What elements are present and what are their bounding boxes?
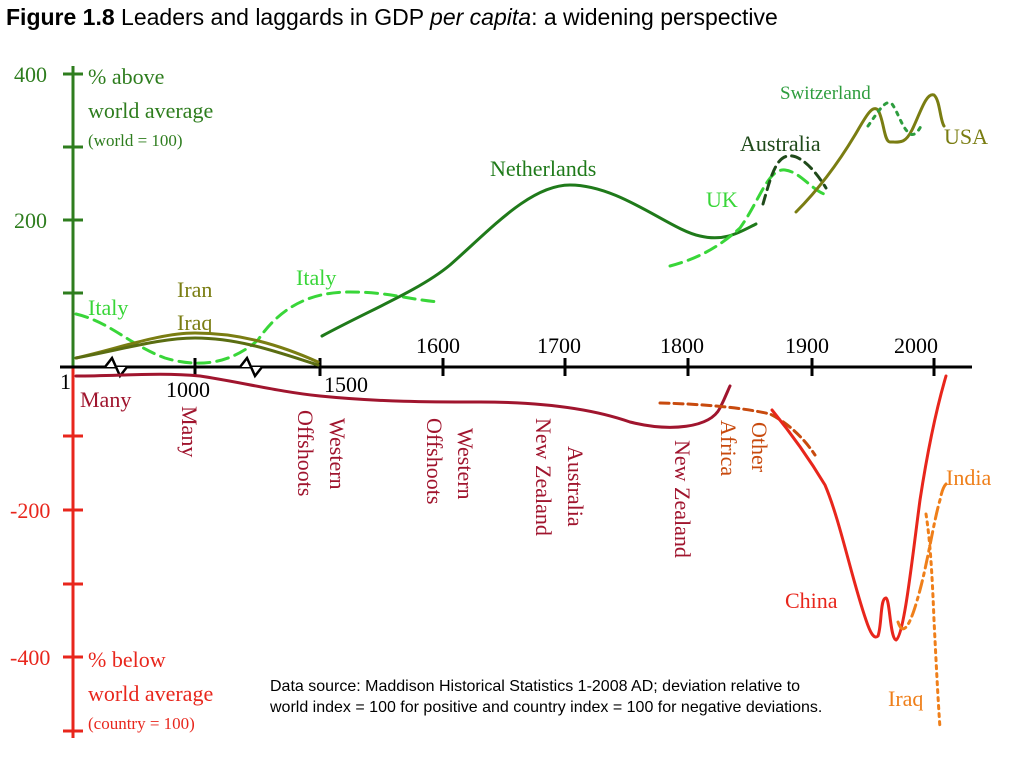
x-tick-label: 1: [60, 369, 71, 394]
y-ticks-lower: [63, 434, 83, 733]
vlabel-western-offshoots-1a: Western: [325, 418, 350, 490]
series-iran: [74, 331, 320, 364]
label-italy-1: Italy: [88, 295, 128, 320]
vlabel-new-zealand-1: New Zealand: [531, 418, 556, 536]
title-text-after: : a widening perspective: [531, 4, 778, 30]
upper-axis-label-line1: % above: [88, 64, 164, 89]
series-india: [896, 482, 948, 631]
title-text-before: Leaders and laggards in GDP: [114, 4, 431, 30]
series-switzerland: [866, 101, 923, 136]
label-china: China: [785, 588, 838, 613]
upper-axis-label-line3: (world = 100): [88, 131, 183, 150]
label-many: Many: [80, 387, 131, 412]
y-tick-label: 400: [14, 62, 47, 87]
x-tick-label: 1800: [660, 333, 704, 358]
axes: [60, 66, 972, 738]
lower-axis-label-line1: % below: [88, 647, 166, 672]
series-netherlands: [320, 183, 758, 338]
vlabel-africa: Africa: [716, 420, 741, 476]
lower-axis-label-line2: world average: [88, 681, 213, 706]
label-iraq-recent: Iraq: [888, 686, 923, 711]
y-tick-label: 200: [14, 208, 47, 233]
y-tick-label: -200: [10, 498, 50, 523]
lower-axis-label-line3: (country = 100): [88, 714, 195, 733]
label-india: India: [946, 465, 991, 490]
x-tick-label: 1900: [785, 333, 829, 358]
x-tick-label: 2000: [894, 333, 938, 358]
axis-break-1: [104, 355, 128, 379]
vlabel-western-offshoots-2a: Western: [453, 428, 478, 500]
series-uk: [668, 168, 826, 268]
vlabel-western-offshoots-2b: Offshoots: [422, 418, 447, 504]
series-china: [770, 374, 948, 642]
x-tick-label: 1500: [324, 372, 368, 397]
y-tick-label: -400: [10, 645, 50, 670]
title-italic: per capita: [430, 4, 532, 30]
x-tick-label: 1700: [537, 333, 581, 358]
figure-number: Figure 1.8: [6, 4, 115, 30]
x-tick-label: 1600: [416, 333, 460, 358]
label-australia: Australia: [740, 131, 821, 156]
series-iraq: [74, 336, 320, 367]
label-iran: Iran: [177, 277, 212, 302]
label-switzerland: Switzerland: [780, 83, 871, 104]
label-italy-2: Italy: [296, 265, 336, 290]
vlabel-new-zealand-2: New Zealand: [670, 440, 695, 558]
x-tick-label: 1000: [166, 377, 210, 402]
upper-axis-label-line2: world average: [88, 98, 213, 123]
label-iraq-early: Iraq: [177, 310, 212, 335]
vlabel-other: Other: [747, 422, 772, 473]
label-usa: USA: [944, 124, 988, 149]
series-australia: [761, 154, 828, 206]
x-ticks: [193, 358, 936, 376]
series-many: [74, 372, 732, 429]
axis-break-2: [239, 355, 263, 379]
figure-title: Figure 1.8 Leaders and laggards in GDP p…: [6, 4, 778, 31]
label-uk: UK: [706, 187, 738, 212]
series-iraq-recent: [924, 512, 942, 730]
vlabel-many: Many: [177, 406, 202, 457]
label-netherlands: Netherlands: [490, 156, 596, 181]
vlabel-western-offshoots-1b: Offshoots: [293, 410, 318, 496]
series-usa: [794, 93, 946, 214]
vlabel-australia: Australia: [563, 446, 588, 527]
y-ticks-upper: [63, 72, 83, 295]
series-other-africa: [658, 401, 817, 457]
source-note: Data source: Maddison Historical Statist…: [270, 678, 823, 716]
